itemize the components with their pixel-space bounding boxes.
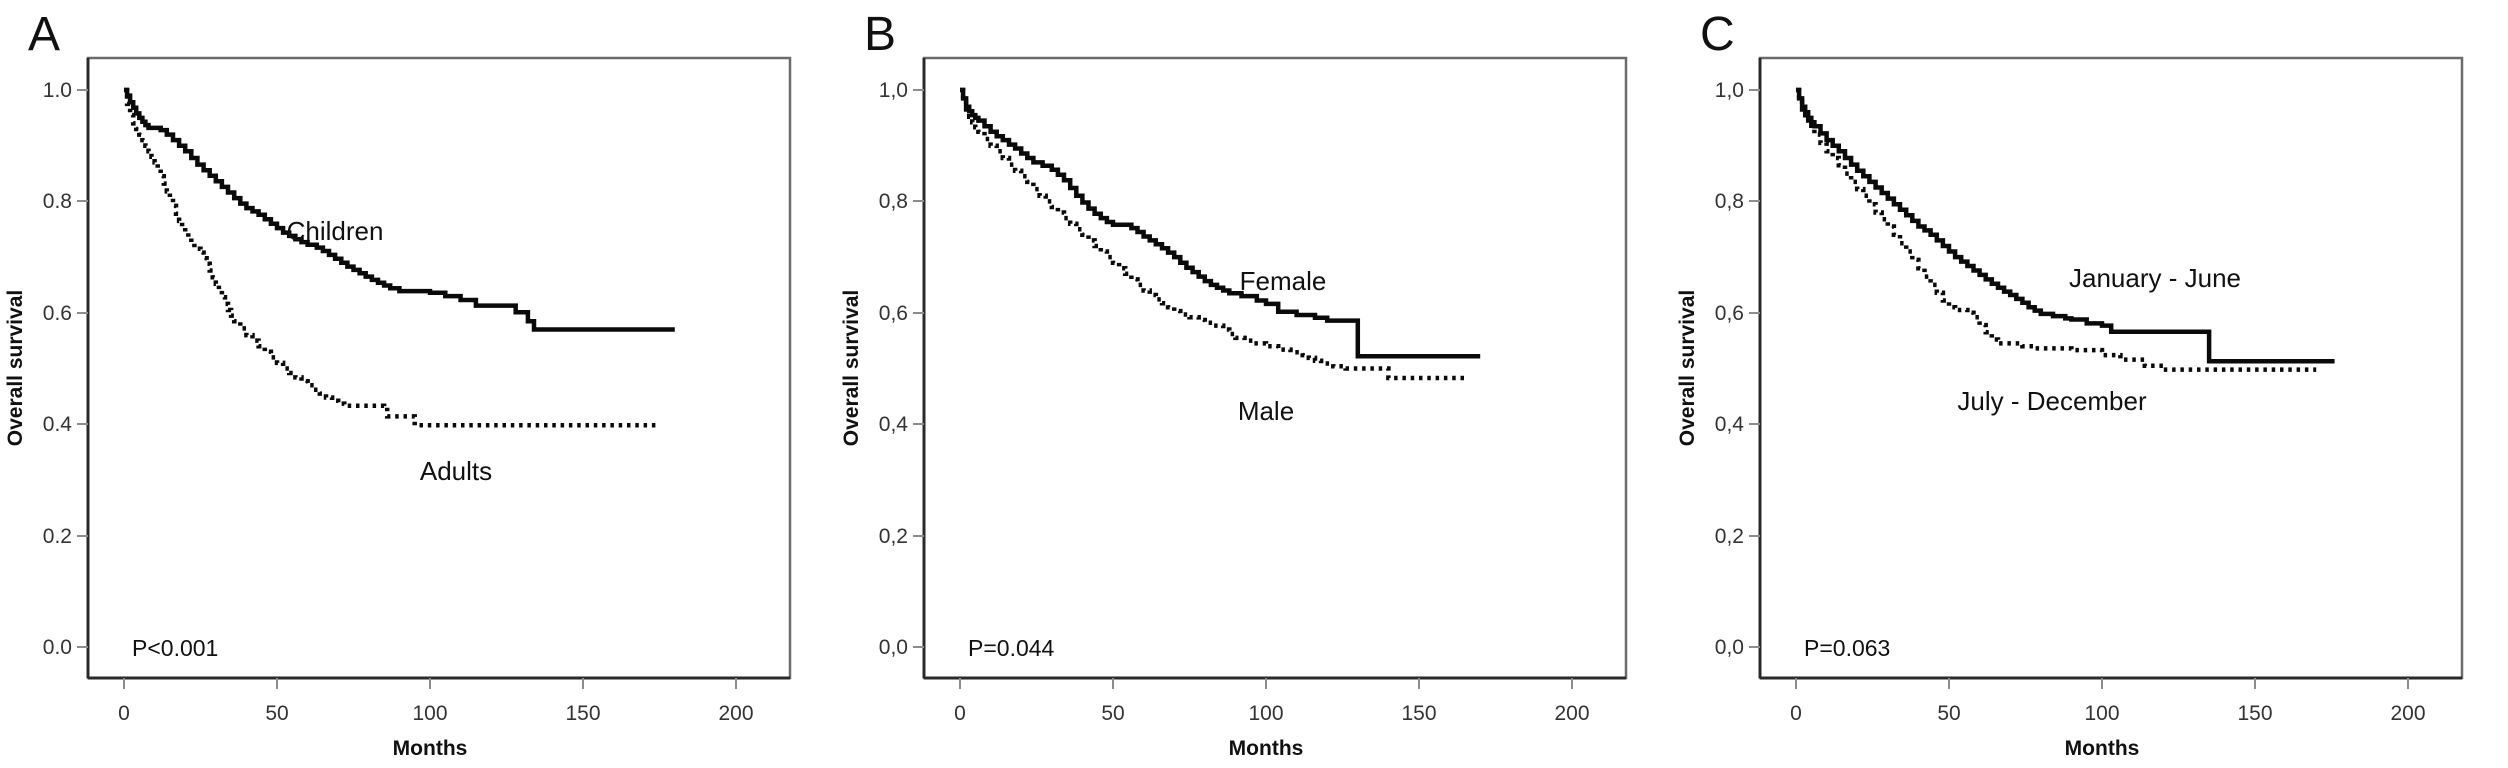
july-december-curve — [1796, 87, 2317, 372]
y-axis-label: Overall survival — [840, 290, 863, 446]
panel-letter: B — [864, 8, 896, 61]
y-tick-label: 0,2 — [879, 525, 908, 548]
panel-letter: C — [1700, 8, 1735, 61]
y-tick-label: 0.2 — [43, 525, 72, 548]
y-tick-label: 1,0 — [1715, 79, 1744, 102]
x-tick-label: 50 — [1101, 702, 1124, 725]
curve-label-january-june: January - June — [2069, 263, 2241, 293]
curve-label-july-december: July - December — [1957, 386, 2147, 416]
km-panel-c: C 1,0 0,8 0,6 0,4 0,2 0,0 0 50 100 150 — [1672, 0, 2508, 768]
adults-curve — [124, 87, 660, 428]
x-tick-label: 50 — [265, 702, 288, 725]
x-tick-label: 200 — [2390, 702, 2425, 725]
x-tick-label: 0 — [1790, 702, 1802, 725]
y-tick-label: 0.4 — [43, 413, 73, 436]
female-curve — [960, 87, 1481, 359]
january-june-curve — [1796, 87, 2335, 364]
km-panel-b: B 1,0 0,8 0,6 0,4 0,2 0,0 0 50 100 150 — [836, 0, 1672, 768]
x-tick-label: 0 — [118, 702, 130, 725]
x-tick-label: 0 — [954, 702, 966, 725]
y-tick-label: 0,6 — [879, 302, 908, 325]
y-axis-label: Overall survival — [1676, 290, 1699, 446]
plot-frame — [922, 56, 1628, 680]
y-tick-label: 1,0 — [879, 79, 908, 102]
curve-label-adults: Adults — [420, 456, 492, 486]
x-tick-label: 150 — [565, 702, 600, 725]
x-tick-label: 100 — [1248, 702, 1283, 725]
x-tick-label: 150 — [1401, 702, 1436, 725]
x-tick-label: 50 — [1937, 702, 1960, 725]
x-tick-label: 200 — [1554, 702, 1589, 725]
km-panel-a-svg: A 1.0 0.8 0.6 0.4 0.2 0.0 0 50 100 150 — [4, 8, 792, 760]
p-value: P=0.063 — [1804, 635, 1890, 661]
p-value: P=0.044 — [968, 635, 1055, 661]
y-tick-label: 0.6 — [43, 302, 72, 325]
plot-frame — [86, 56, 792, 680]
x-tick-label: 150 — [2237, 702, 2272, 725]
km-panel-b-svg: B 1,0 0,8 0,6 0,4 0,2 0,0 0 50 100 150 — [840, 8, 1628, 760]
curve-label-female: Female — [1240, 266, 1327, 296]
y-tick-label: 0,2 — [1715, 525, 1744, 548]
y-tick-label: 0,4 — [1715, 413, 1745, 436]
x-tick-label: 200 — [718, 702, 753, 725]
y-axis-label: Overall survival — [4, 290, 27, 446]
curve-label-children: Children — [287, 216, 384, 246]
plot-frame — [1758, 56, 2464, 680]
y-tick-label: 0,0 — [879, 636, 908, 659]
km-panel-a: A 1.0 0.8 0.6 0.4 0.2 0.0 0 50 100 150 — [0, 0, 836, 768]
y-tick-label: 0,8 — [879, 190, 908, 213]
y-tick-label: 0,0 — [1715, 636, 1744, 659]
x-axis-label: Months — [1229, 737, 1304, 760]
x-axis-label: Months — [393, 737, 468, 760]
km-panel-c-svg: C 1,0 0,8 0,6 0,4 0,2 0,0 0 50 100 150 — [1676, 8, 2464, 760]
y-tick-label: 0,8 — [1715, 190, 1744, 213]
panel-letter: A — [28, 8, 60, 61]
male-curve — [960, 87, 1465, 381]
curve-label-male: Male — [1238, 396, 1294, 426]
x-tick-label: 100 — [412, 702, 447, 725]
x-axis-label: Months — [2065, 737, 2140, 760]
y-tick-label: 0,4 — [879, 413, 909, 436]
children-curve — [124, 87, 675, 332]
y-tick-label: 0.8 — [43, 190, 72, 213]
p-value: P<0.001 — [132, 635, 218, 661]
y-tick-label: 0,6 — [1715, 302, 1744, 325]
y-tick-label: 0.0 — [43, 636, 72, 659]
y-tick-label: 1.0 — [43, 79, 72, 102]
x-tick-label: 100 — [2084, 702, 2119, 725]
